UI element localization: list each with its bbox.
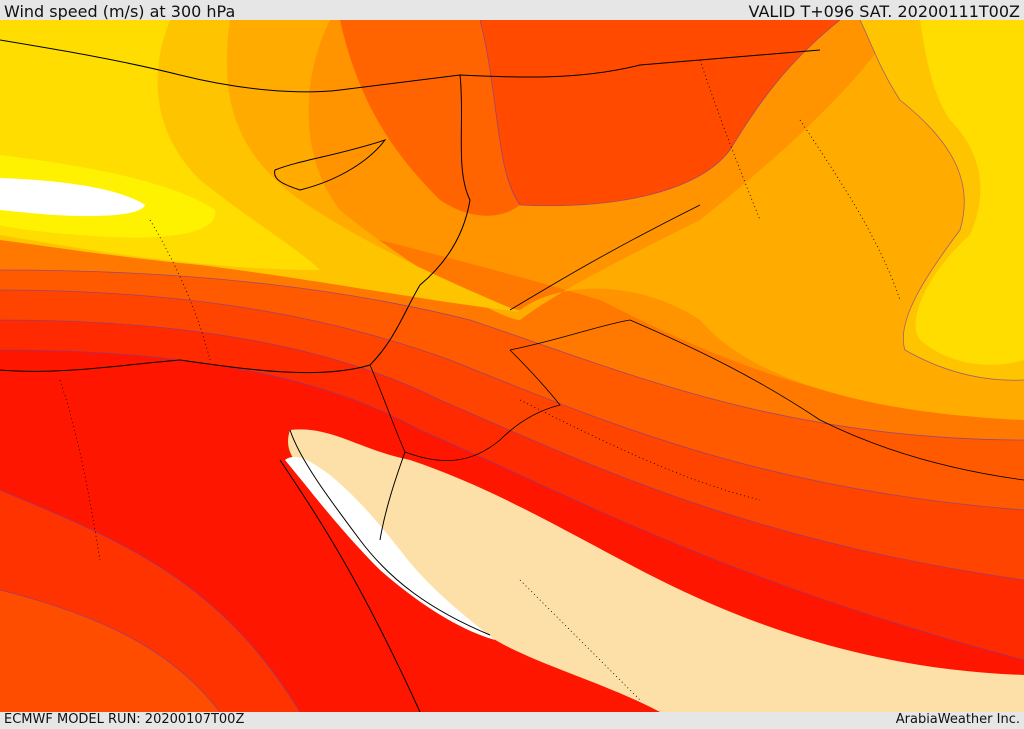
band-orange-sw bbox=[0, 590, 220, 712]
cyprus bbox=[274, 139, 387, 191]
footer-bar: ECMWF MODEL RUN: 20200107T00Z ArabiaWeat… bbox=[0, 712, 1024, 729]
band-amber bbox=[0, 20, 1024, 420]
header-bar: Wind speed (m/s) at 300 hPa VALID T+096 … bbox=[0, 0, 1024, 21]
sinai-coast-west bbox=[289, 429, 491, 636]
border-saudi-west bbox=[404, 349, 561, 461]
border-egypt bbox=[369, 364, 406, 453]
band-north-jet-edge bbox=[340, 20, 520, 216]
coast-levant bbox=[0, 74, 471, 374]
credit: ArabiaWeather Inc. bbox=[895, 712, 1020, 727]
band-yellow-ne-core bbox=[915, 20, 1024, 365]
valid-time: VALID T+096 SAT. 20200111T00Z bbox=[748, 2, 1020, 21]
band-north-jet bbox=[480, 20, 840, 206]
sinai-gulf bbox=[379, 451, 406, 541]
band-white-core bbox=[0, 178, 145, 217]
model-run: ECMWF MODEL RUN: 20200107T00Z bbox=[4, 712, 245, 727]
red-sea-west bbox=[279, 459, 421, 712]
band-white-low bbox=[285, 456, 495, 640]
border-jordan-iraq bbox=[509, 204, 701, 311]
wind-speed-map bbox=[0, 20, 1024, 712]
coast-turkey bbox=[0, 39, 821, 93]
map-title: Wind speed (m/s) at 300 hPa bbox=[4, 2, 236, 21]
band-cream bbox=[288, 429, 1024, 712]
border-saudi bbox=[509, 319, 1024, 481]
